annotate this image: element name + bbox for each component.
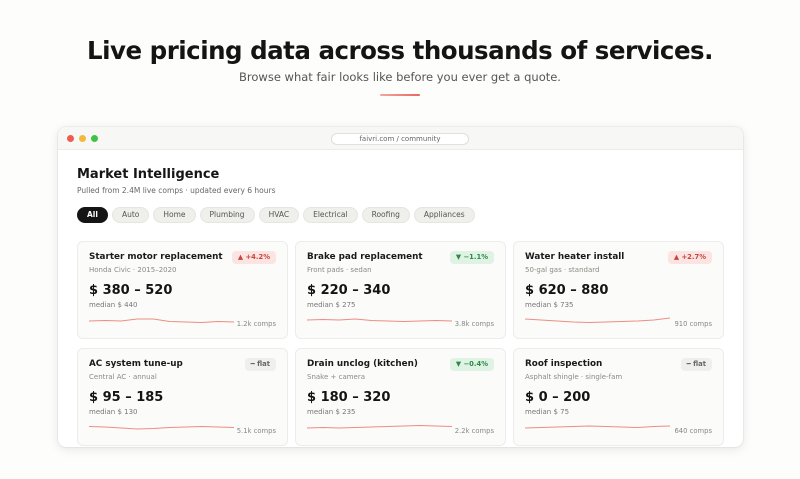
window-titlebar: faivri.com / community [58,127,743,150]
filter-chip-plumbing[interactable]: Plumbing [199,207,255,223]
sparkline-path [89,318,234,324]
card-title: Drain unclog (kitchen) [307,359,418,369]
median-price: median $ 75 [525,408,570,416]
sparkline [307,318,452,323]
comps-count: 910 comps [674,320,712,328]
service-card[interactable]: Brake pad replacement Front pads · sedan… [295,241,506,339]
panel-title: Market Intelligence [77,167,220,182]
sparkline [525,425,670,429]
comps-count: 5.1k comps [236,427,276,435]
service-card[interactable]: Roof inspection Asphalt shingle · single… [513,348,724,446]
price-range: $ 380 – 520 [89,283,173,298]
minimize-window-icon[interactable] [79,135,86,142]
card-title: Starter motor replacement [89,252,223,262]
card-subtitle: Honda Civic · 2015–2020 [89,266,177,274]
median-price: median $ 440 [89,301,138,309]
service-card[interactable]: Drain unclog (kitchen) Snake + camera ▼ … [295,348,506,446]
filter-chip-hvac[interactable]: HVAC [258,207,300,223]
card-title: Brake pad replacement [307,252,423,262]
price-range: $ 0 – 200 [525,390,591,405]
trend-badge: ━ flat [680,358,712,371]
card-title: Water heater install [525,252,625,262]
sparkline [89,318,234,324]
card-subtitle: Asphalt shingle · single-fam [525,373,623,381]
price-range: $ 180 – 320 [307,390,391,405]
filter-chip-appliances[interactable]: Appliances [413,207,475,223]
sparkline [307,424,452,429]
filter-chip-auto[interactable]: Auto [111,207,150,223]
comps-count: 3.8k comps [454,320,494,328]
price-range: $ 95 – 185 [89,390,164,405]
service-card[interactable]: Starter motor replacement Honda Civic · … [77,241,288,339]
browser-window: faivri.com / community Market Intelligen… [58,127,743,447]
service-card[interactable]: Water heater install 50-gal gas · standa… [513,241,724,339]
median-price: median $ 235 [307,408,356,416]
filter-chips: All Auto Home Plumbing HVAC Electrical R… [77,207,475,223]
maximize-window-icon[interactable] [91,135,98,142]
filter-chip-home[interactable]: Home [153,207,196,223]
median-price: median $ 130 [89,408,138,416]
comps-count: 2.2k comps [454,427,494,435]
median-price: median $ 735 [525,301,574,309]
sparkline-path [89,425,234,430]
service-card[interactable]: AC system tune-up Central AC · annual ━ … [77,348,288,446]
median-price: median $ 275 [307,301,356,309]
card-subtitle: Central AC · annual [89,373,157,381]
hero-title: Live pricing data across thousands of se… [87,36,713,65]
filter-chip-roofing[interactable]: Roofing [361,207,410,223]
comps-count: 1.2k comps [236,320,276,328]
trend-badge: ▼ −0.4% [449,358,494,371]
trend-badge: ━ flat [244,358,276,371]
price-range: $ 620 – 880 [525,283,609,298]
hero-subtitle: Browse what fair looks like before you e… [239,70,561,84]
sparkline-path [525,317,670,324]
filter-chip-all[interactable]: All [77,207,108,223]
panel-subtitle: Pulled from 2.4M live comps · updated ev… [77,186,276,195]
card-title: AC system tune-up [89,359,183,369]
price-range: $ 220 – 340 [307,283,391,298]
service-card-grid: Starter motor replacement Honda Civic · … [77,241,724,446]
sparkline [525,317,670,324]
sparkline [89,425,234,430]
sparkline-path [525,425,670,429]
card-title: Roof inspection [525,359,603,369]
card-subtitle: 50-gal gas · standard [525,266,600,274]
hero-divider [380,94,420,96]
card-subtitle: Snake + camera [307,373,366,381]
trend-badge: ▲ +2.7% [667,251,712,264]
trend-badge: ▲ +4.2% [231,251,276,264]
trend-badge: ▼ −1.1% [449,251,494,264]
card-subtitle: Front pads · sedan [307,266,372,274]
filter-chip-electrical[interactable]: Electrical [303,207,358,223]
sparkline-path [307,318,452,323]
sparkline-path [307,424,452,429]
comps-count: 640 comps [674,427,712,435]
close-window-icon[interactable] [67,135,74,142]
url-bar[interactable]: faivri.com / community [331,133,469,145]
